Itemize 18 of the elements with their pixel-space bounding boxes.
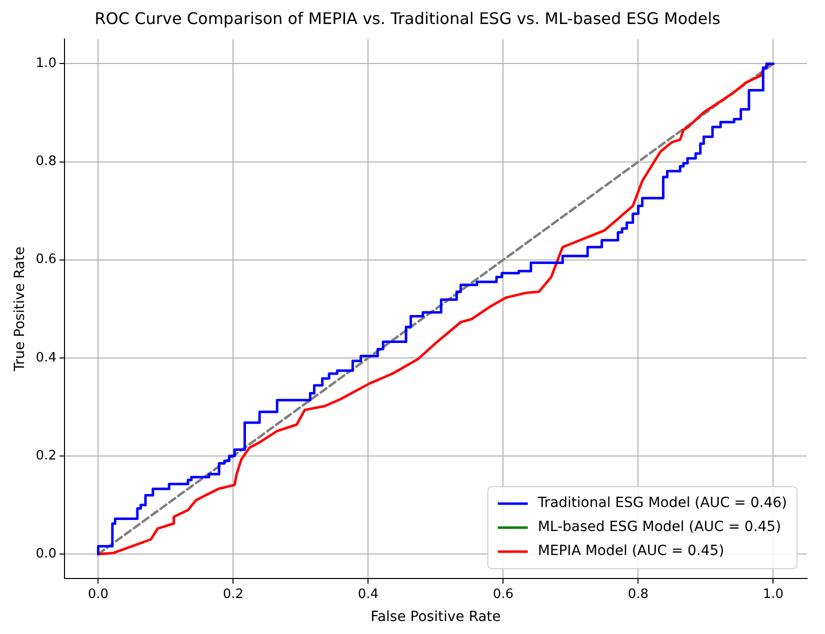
x-axis-title: False Positive Rate <box>370 609 501 626</box>
x-tick-label: 1.0 <box>762 586 784 602</box>
y-axis-title: True Positive Rate <box>12 246 28 372</box>
x-tick-label: 0.6 <box>492 586 514 602</box>
y-tick-label: 0.8 <box>36 154 56 170</box>
y-tick-label: 0.4 <box>36 350 56 366</box>
legend-label: MEPIA Model (AUC = 0.45) <box>538 543 724 560</box>
x-tick-label: 0.4 <box>358 586 379 602</box>
y-tick-label: 1.0 <box>36 56 56 72</box>
y-tick-label: 0.2 <box>36 448 56 464</box>
x-tick-label: 0.2 <box>222 586 244 602</box>
x-tick-label: 0.8 <box>628 586 649 602</box>
x-tick-label: 0.0 <box>88 586 109 602</box>
y-tick-label: 0.6 <box>36 252 56 268</box>
legend-label: ML-based ESG Model (AUC = 0.45) <box>538 519 782 536</box>
chart-title: ROC Curve Comparison of MEPIA vs. Traditional ESG vs. ML-based ESG Models <box>94 8 720 28</box>
legend-label: Traditional ESG Model (AUC = 0.46) <box>536 495 788 512</box>
y-tick-label: 0.0 <box>36 546 56 562</box>
